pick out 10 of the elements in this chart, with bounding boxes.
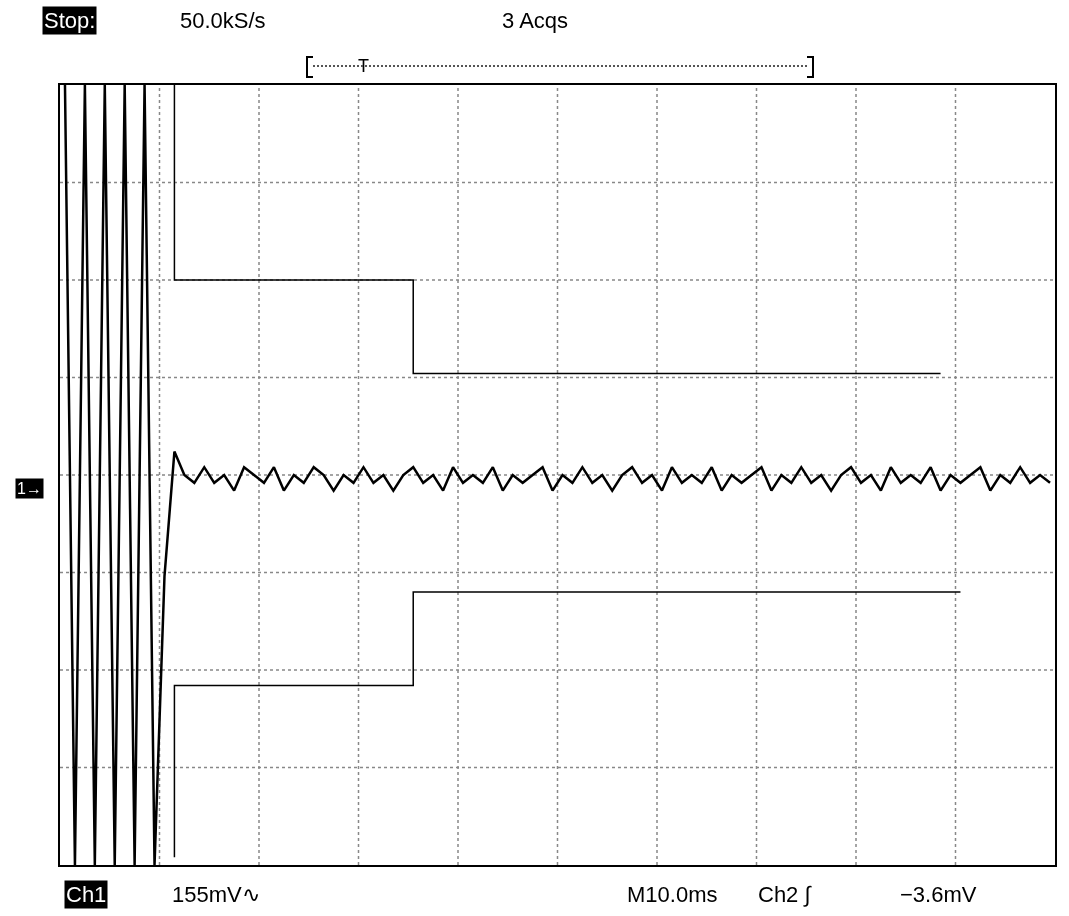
text: T — [358, 56, 369, 76]
text: 3 Acqs — [502, 8, 569, 33]
text: 155mV∿ — [172, 882, 260, 907]
text: Ch2 ∫ — [758, 882, 813, 907]
text: 50.0kS/s — [180, 8, 266, 33]
text: M10.0ms — [627, 882, 718, 907]
text: Stop: — [44, 8, 96, 33]
text: Ch1 — [66, 882, 107, 907]
text: 1→ — [17, 480, 42, 497]
text: −3.6mV — [900, 882, 977, 907]
